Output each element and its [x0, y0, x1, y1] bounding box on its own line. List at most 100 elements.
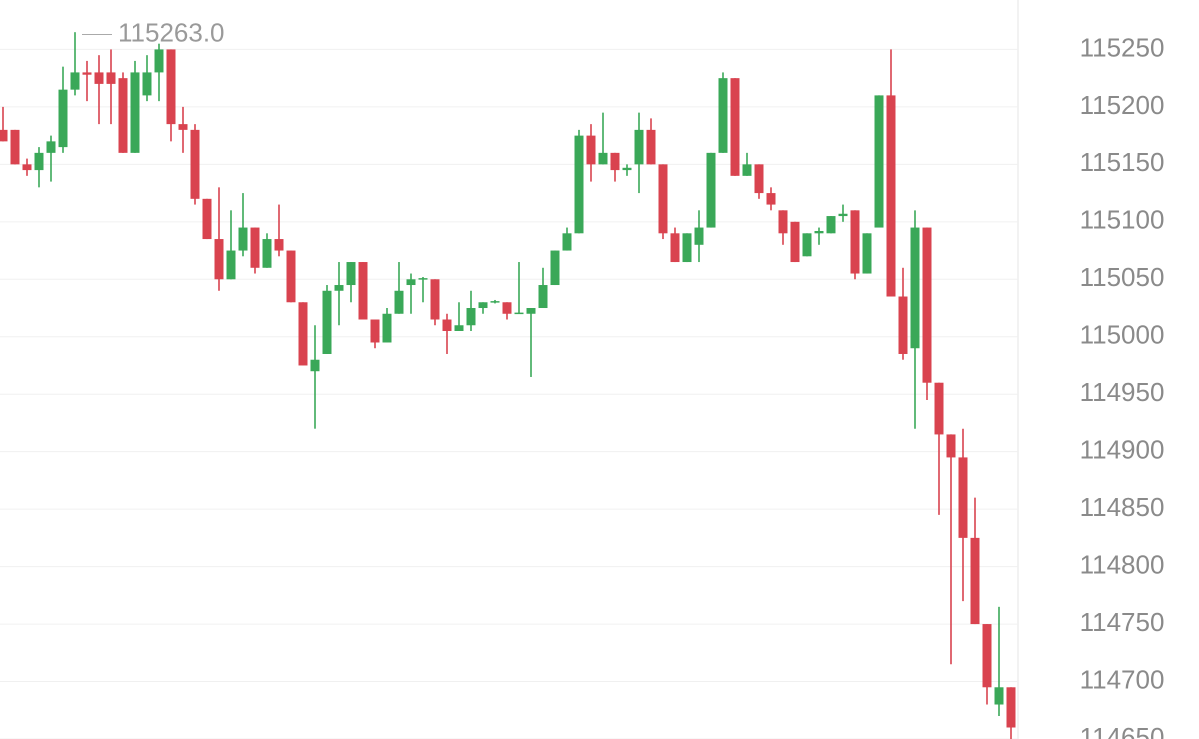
candle-body — [790, 221, 800, 263]
y-tick-label: 115050 — [1080, 262, 1165, 292]
candle-body — [886, 95, 896, 297]
y-tick-label: 115000 — [1080, 320, 1165, 350]
candle-body — [814, 231, 824, 234]
candle-body — [202, 198, 212, 240]
candle-body — [82, 72, 92, 75]
candle-body — [10, 129, 20, 165]
candle-body — [1006, 687, 1016, 728]
candle-body — [658, 164, 668, 234]
high-marker-label: 115263.0 — [118, 17, 225, 47]
candle-body — [142, 72, 152, 96]
candle-body — [970, 537, 980, 625]
candle-body — [286, 250, 296, 303]
candle-body — [0, 129, 8, 142]
candle-body — [646, 129, 656, 165]
candle-body — [634, 129, 644, 165]
candle-body — [934, 382, 944, 435]
candle-body — [838, 213, 848, 217]
candle-body — [226, 250, 236, 280]
y-tick-label: 114900 — [1080, 435, 1165, 465]
y-tick-label: 115250 — [1080, 32, 1165, 62]
candle-body — [754, 164, 764, 194]
candle-body — [34, 152, 44, 171]
candle-body — [694, 227, 704, 245]
candle-body — [742, 164, 752, 176]
candle-body — [262, 239, 272, 268]
candle-body — [418, 278, 428, 280]
candle-body — [46, 141, 56, 153]
candle-body — [538, 285, 548, 309]
candle-body — [514, 312, 524, 315]
candle-body — [706, 152, 716, 228]
candle-body — [238, 227, 248, 251]
candle-body — [214, 239, 224, 280]
candle-body — [430, 279, 440, 320]
candle-body — [466, 308, 476, 326]
y-tick-label: 115100 — [1080, 205, 1165, 235]
candle-body — [598, 152, 608, 165]
candle-body — [850, 210, 860, 274]
candle-body — [802, 233, 812, 257]
y-tick-label: 115150 — [1080, 147, 1165, 177]
candle-body — [958, 457, 968, 538]
candle-body — [154, 49, 164, 73]
candle-body — [442, 319, 452, 331]
candle-body — [322, 290, 332, 354]
y-tick-label: 114650 — [1080, 722, 1165, 739]
candle-body — [730, 78, 740, 176]
candle-body — [478, 302, 488, 309]
candle-body — [982, 624, 992, 688]
candle-body — [298, 302, 308, 366]
candle-body — [94, 72, 104, 84]
candle-body — [766, 193, 776, 205]
y-tick-label: 114850 — [1080, 492, 1165, 522]
candle-body — [118, 78, 128, 153]
candle-body — [922, 227, 932, 383]
candle-body — [562, 233, 572, 251]
candle-body — [130, 72, 140, 153]
candle-body — [910, 227, 920, 349]
candle-body — [358, 262, 368, 320]
candle-body — [346, 262, 356, 286]
candle-body — [166, 49, 176, 125]
y-tick-label: 114750 — [1080, 607, 1165, 637]
candle-body — [502, 302, 512, 314]
candle-body — [454, 325, 464, 331]
y-tick-label: 114950 — [1080, 377, 1165, 407]
candle-body — [778, 210, 788, 234]
candle-body — [874, 95, 884, 228]
candle-body — [862, 233, 872, 274]
candle-body — [190, 129, 200, 199]
candle-body — [526, 308, 536, 314]
candle-body — [274, 239, 284, 251]
candle-body — [58, 89, 68, 148]
candle-body — [718, 78, 728, 153]
candle-body — [682, 233, 692, 263]
candle-body — [406, 279, 416, 286]
y-tick-label: 114700 — [1080, 664, 1165, 694]
candle-body — [178, 124, 188, 130]
candle-body — [550, 250, 560, 286]
candle-body — [490, 301, 500, 303]
candle-body — [898, 296, 908, 354]
candle-body — [382, 313, 392, 343]
candle-body — [994, 687, 1004, 705]
y-tick-label: 114800 — [1080, 549, 1165, 579]
candle-body — [334, 285, 344, 291]
candle-body — [670, 233, 680, 263]
candle-body — [370, 319, 380, 343]
candle-body — [826, 216, 836, 234]
candle-body — [250, 227, 260, 268]
candle-body — [586, 135, 596, 165]
candle-body — [70, 72, 80, 90]
candle-body — [22, 164, 32, 171]
candle-body — [610, 152, 620, 171]
candle-body — [310, 359, 320, 372]
candle-body — [394, 290, 404, 314]
candle-body — [946, 434, 956, 458]
candle-body — [622, 167, 632, 171]
candle-body — [106, 72, 116, 84]
candle-body — [574, 135, 584, 234]
y-tick-label: 115200 — [1080, 90, 1165, 120]
